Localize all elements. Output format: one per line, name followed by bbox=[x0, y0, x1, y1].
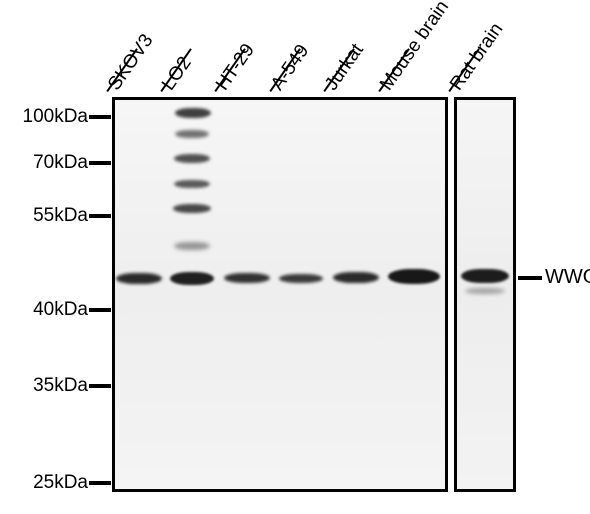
mw-label-25: 25kDa bbox=[33, 472, 88, 494]
band-lo2-6 bbox=[175, 130, 209, 138]
band-ht-29-8 bbox=[224, 273, 270, 283]
band-ratbrain-13 bbox=[465, 288, 505, 294]
band-lo2-3 bbox=[173, 204, 211, 213]
protein-label-wwox: WWOX bbox=[545, 266, 590, 289]
lane-label-jurkat: Jurkat bbox=[321, 40, 369, 95]
band-lo2-4 bbox=[174, 180, 210, 188]
western-blot-figure: 100kDa 70kDa 55kDa 40kDa 35kDa 25kDa SKO… bbox=[0, 0, 590, 514]
mw-tick-100 bbox=[89, 115, 111, 119]
lane-label-mousebrain: Mouse brain bbox=[376, 0, 454, 95]
lane-label-skov3: SKOV3 bbox=[104, 30, 158, 95]
band-jurkat-10 bbox=[333, 272, 379, 283]
mw-tick-40 bbox=[89, 308, 111, 312]
lane-label-ratbrain: Rat brain bbox=[446, 19, 508, 95]
band-skov3-0 bbox=[116, 273, 162, 284]
panel-rat bbox=[454, 97, 516, 492]
lane-label-a549: A-549 bbox=[267, 41, 314, 95]
band-ratbrain-12 bbox=[461, 269, 509, 283]
mw-label-55: 55kDa bbox=[33, 205, 88, 227]
protein-leader bbox=[518, 276, 542, 280]
mw-label-40: 40kDa bbox=[33, 299, 88, 321]
band-lo2-2 bbox=[174, 242, 210, 250]
mw-tick-55 bbox=[89, 214, 111, 218]
mw-tick-70 bbox=[89, 161, 111, 165]
band-mousebrain-11 bbox=[388, 269, 440, 284]
band-lo2-7 bbox=[175, 108, 211, 118]
mw-label-100: 100kDa bbox=[23, 106, 89, 128]
band-lo2-1 bbox=[170, 272, 214, 285]
mw-label-70: 70kDa bbox=[33, 152, 88, 174]
mw-tick-25 bbox=[89, 481, 111, 485]
mw-label-35: 35kDa bbox=[33, 375, 88, 397]
lane-label-ht29: HT-29 bbox=[212, 40, 260, 95]
band-lo2-5 bbox=[174, 154, 210, 163]
mw-tick-35 bbox=[89, 384, 111, 388]
panel-main bbox=[112, 97, 448, 492]
band-a-549-9 bbox=[279, 274, 323, 283]
